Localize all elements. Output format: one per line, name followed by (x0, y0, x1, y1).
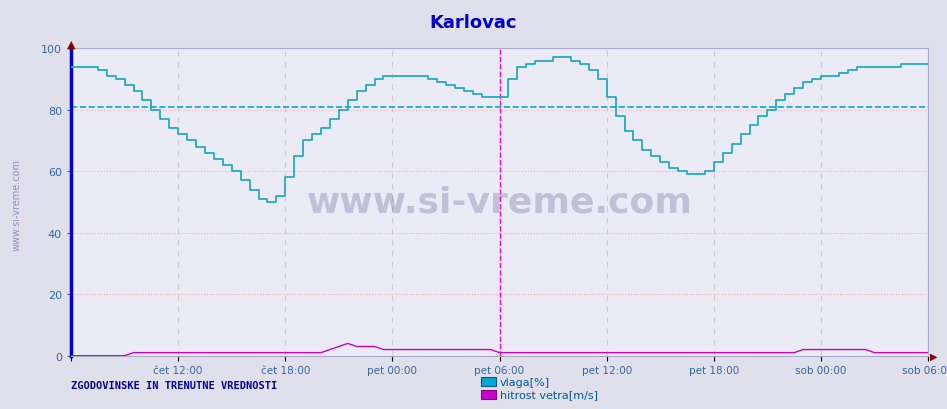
Text: www.si-vreme.com: www.si-vreme.com (12, 159, 22, 250)
Text: Karlovac: Karlovac (430, 14, 517, 32)
Text: hitrost vetra[m/s]: hitrost vetra[m/s] (500, 389, 598, 399)
Text: www.si-vreme.com: www.si-vreme.com (307, 186, 692, 219)
Text: ▲: ▲ (67, 39, 75, 49)
Text: ZGODOVINSKE IN TRENUTNE VREDNOSTI: ZGODOVINSKE IN TRENUTNE VREDNOSTI (71, 380, 277, 390)
Text: vlaga[%]: vlaga[%] (500, 377, 550, 387)
Text: ▶: ▶ (930, 351, 938, 361)
